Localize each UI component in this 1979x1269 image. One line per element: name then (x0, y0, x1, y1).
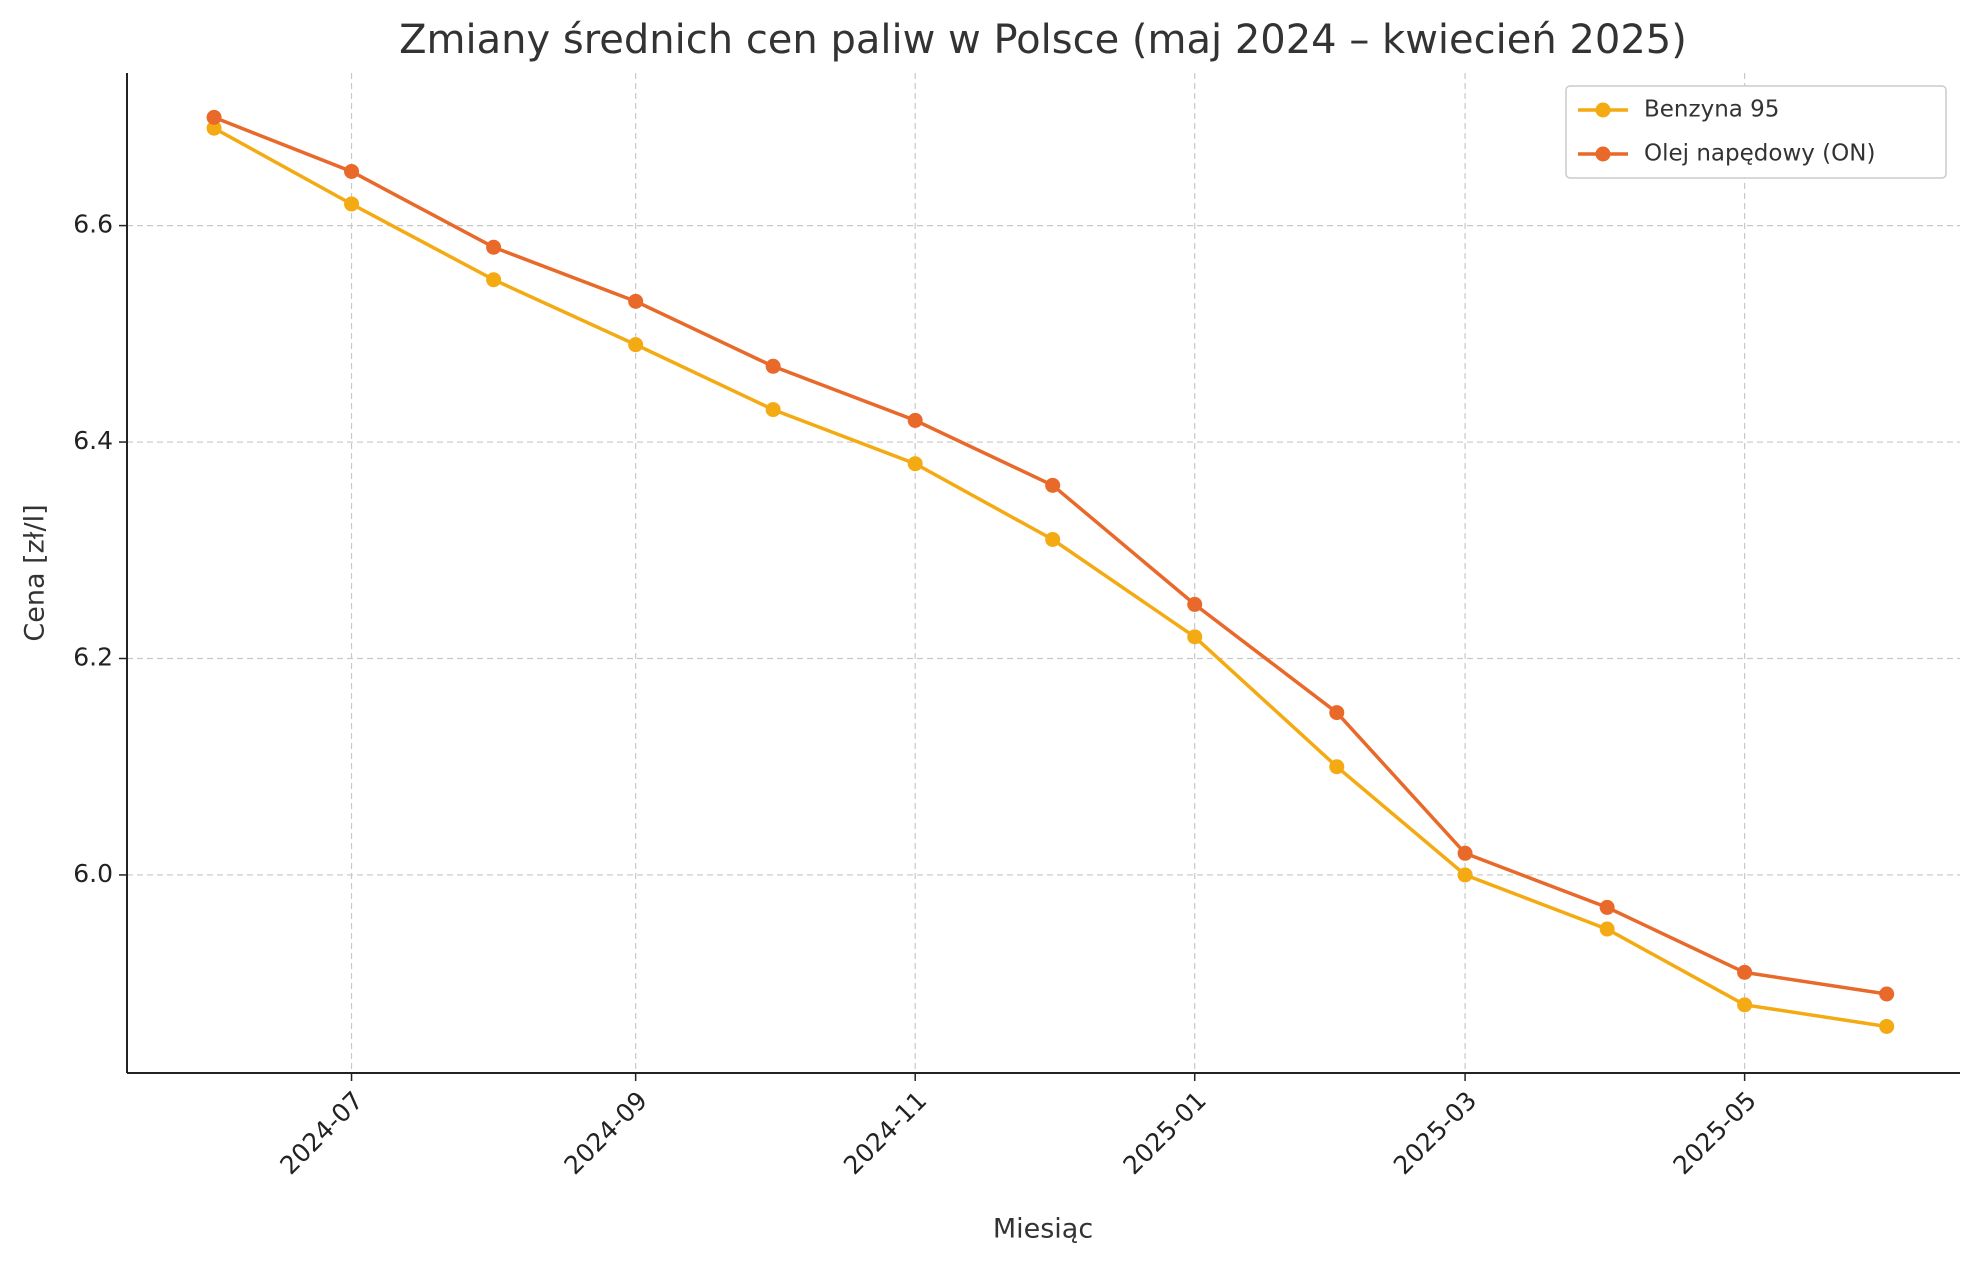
data-point (1599, 921, 1615, 937)
y-tick-label: 6.0 (73, 859, 113, 888)
data-point (486, 272, 502, 288)
legend-label: Olej napędowy (ON) (1644, 141, 1875, 167)
series-line (213, 126, 1887, 1029)
series-line (213, 115, 1887, 996)
data-point (907, 412, 923, 428)
data-point (1879, 1018, 1895, 1034)
chart-title: Zmiany średnich cen paliw w Polsce (maj … (399, 17, 1687, 63)
data-point (1737, 964, 1753, 980)
data-point (1045, 531, 1061, 547)
x-tick-label: 2025-03 (1388, 1086, 1482, 1180)
data-point (765, 358, 781, 374)
data-point (1045, 477, 1061, 493)
data-point (1187, 629, 1203, 645)
legend-marker (1595, 102, 1611, 118)
y-tick-label: 6.2 (73, 642, 113, 671)
legend: Benzyna 95 Olej napędowy (ON) (1565, 85, 1947, 179)
data-point (1329, 759, 1345, 775)
data-point (1457, 845, 1473, 861)
data-point (907, 456, 923, 472)
data-point (206, 109, 222, 125)
y-tick-label: 6.4 (73, 426, 113, 455)
x-tick-label: 2024-11 (838, 1086, 932, 1180)
data-point (1457, 867, 1473, 883)
x-tick-label: 2024-09 (558, 1086, 652, 1180)
legend-label: Benzyna 95 (1644, 97, 1779, 123)
x-tick-label: 2024-07 (274, 1086, 368, 1180)
y-axis-label: Cena [zł/l] (20, 504, 51, 641)
data-point (1879, 986, 1895, 1002)
data-point (628, 293, 644, 309)
x-axis-label: Miesiąc (993, 1214, 1093, 1245)
data-point (344, 163, 360, 179)
data-point (344, 196, 360, 212)
data-point (486, 239, 502, 255)
data-point (1737, 997, 1753, 1013)
x-tick-label: 2025-05 (1667, 1086, 1761, 1180)
data-point (206, 120, 222, 136)
data-point (765, 402, 781, 418)
legend-marker (1595, 146, 1611, 162)
data-point (1329, 705, 1345, 721)
data-point (1187, 596, 1203, 612)
legend-box (1565, 85, 1947, 179)
x-tick-label: 2025-01 (1118, 1086, 1212, 1180)
data-point (1599, 899, 1615, 915)
data-point (628, 337, 644, 353)
y-tick-label: 6.6 (73, 210, 113, 239)
